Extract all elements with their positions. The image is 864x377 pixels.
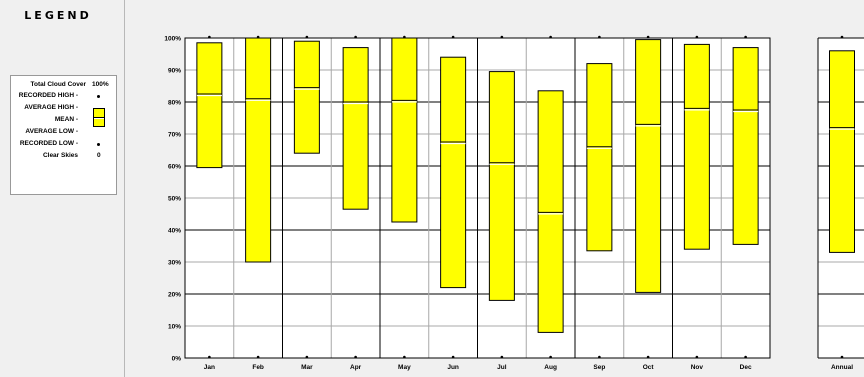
y-tick-label: 50% bbox=[168, 196, 181, 203]
y-tick-label: 80% bbox=[168, 100, 181, 107]
legend-average-low-label: AVERAGE LOW - bbox=[25, 128, 78, 135]
y-tick-label: 100% bbox=[164, 36, 181, 43]
y-tick-label: 70% bbox=[168, 132, 181, 139]
x-tick-label-dec: Dec bbox=[740, 364, 752, 371]
range-bar-sep bbox=[586, 63, 613, 252]
range-bar-apr bbox=[342, 47, 369, 210]
x-tick-label-jun: Jun bbox=[447, 364, 459, 371]
x-tick-label-apr: Apr bbox=[350, 364, 362, 371]
y-tick-label: 40% bbox=[168, 228, 181, 235]
legend-recorded-low-label: RECORDED LOW - bbox=[19, 140, 78, 147]
x-tick-label-mar: Mar bbox=[301, 364, 313, 371]
legend-clear-skies-value: 0 bbox=[97, 152, 101, 159]
range-bar-may bbox=[391, 37, 418, 223]
x-tick-label-may: May bbox=[398, 364, 411, 371]
legend-box: Total Cloud Cover 100% RECORDED HIGH - A… bbox=[10, 75, 117, 195]
legend-recorded-low-marker bbox=[97, 143, 100, 146]
range-bar-jan bbox=[196, 42, 223, 169]
x-tick-label-annual: Annual bbox=[831, 364, 853, 371]
cloud-cover-chart: 0% 10% 20% 30% 40% 50% 60% 70% 80% 90% 100% Jan Feb M… bbox=[164, 35, 864, 371]
plot-border-monthly bbox=[184, 37, 771, 359]
y-tick-label: 60% bbox=[168, 164, 181, 171]
chart-panel: 0% 10% 20% 30% 40% 50% 60% 70% 80% 90% 100% Jan Feb M… bbox=[125, 0, 864, 377]
range-bar-feb bbox=[245, 37, 272, 263]
legend-average-high-label: AVERAGE HIGH - bbox=[24, 104, 78, 111]
x-tick-label-nov: Nov bbox=[691, 364, 704, 371]
legend-clear-skies-label: Clear Skies bbox=[42, 152, 78, 159]
x-tick-label-jan: Jan bbox=[204, 364, 215, 371]
y-tick-label: 90% bbox=[168, 68, 181, 75]
range-bar-nov bbox=[683, 43, 710, 250]
x-tick-label-feb: Feb bbox=[252, 364, 264, 371]
legend-bar-swatch bbox=[93, 108, 105, 127]
legend-panel: LEGEND Total Cloud Cover 100% RECORDED H… bbox=[0, 0, 125, 377]
legend-mean-label: MEAN - bbox=[54, 116, 78, 123]
x-tick-label-jul: Jul bbox=[497, 364, 507, 371]
legend-recorded-high-marker bbox=[97, 95, 100, 98]
legend-title: LEGEND bbox=[24, 9, 92, 22]
legend-total-cloud-cover-value: 100% bbox=[92, 81, 109, 88]
x-tick-label-sep: Sep bbox=[593, 364, 605, 371]
range-bar-jun bbox=[440, 56, 467, 289]
range-bar-jul bbox=[488, 71, 515, 301]
range-bar-annual bbox=[829, 50, 855, 253]
y-tick-label: 30% bbox=[168, 260, 181, 267]
range-bar-oct bbox=[635, 39, 662, 293]
recorded-high-dot-annual bbox=[840, 35, 844, 39]
x-tick-label-aug: Aug bbox=[544, 364, 557, 371]
legend-total-cloud-cover-label: Total Cloud Cover bbox=[30, 81, 87, 88]
x-tick-label-oct: Oct bbox=[643, 364, 655, 371]
range-bar-mar bbox=[293, 40, 320, 154]
y-tick-label: 10% bbox=[168, 324, 181, 331]
y-tick-label: 0% bbox=[172, 356, 182, 363]
y-tick-label: 20% bbox=[168, 292, 181, 299]
legend-recorded-high-label: RECORDED HIGH - bbox=[18, 92, 78, 99]
range-bar-dec bbox=[732, 47, 759, 245]
range-bar-aug bbox=[537, 90, 564, 333]
